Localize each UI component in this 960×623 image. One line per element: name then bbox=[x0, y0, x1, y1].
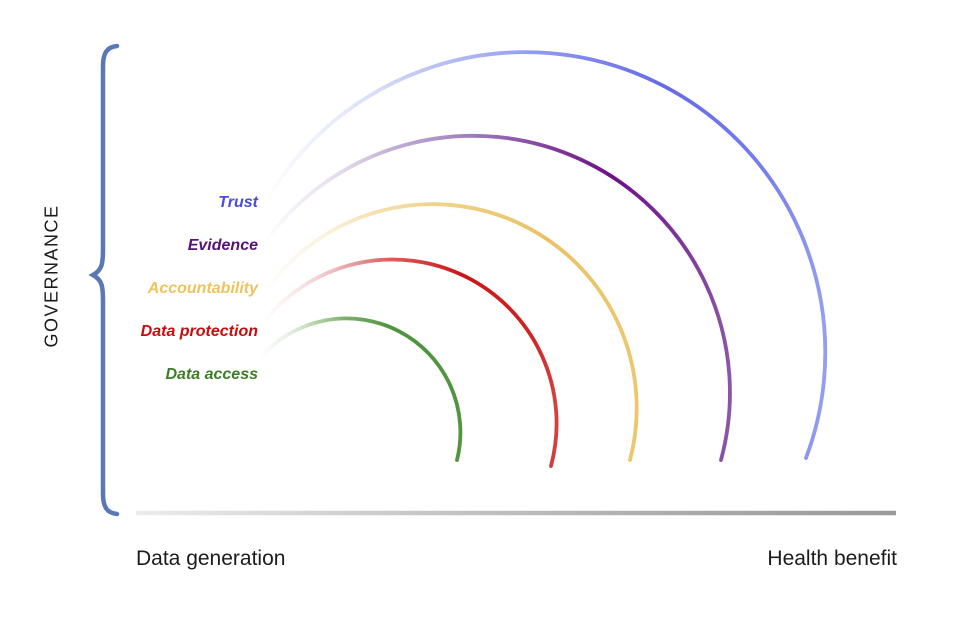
governance-axis-label: GOVERNANCE bbox=[41, 204, 62, 348]
arc-evidence bbox=[260, 133, 732, 462]
axis-label-data-generation: Data generation bbox=[136, 547, 286, 570]
arc-label-evidence: Evidence bbox=[187, 237, 258, 254]
arc-label-trust: Trust bbox=[218, 194, 258, 211]
arc-label-accountability: Accountability bbox=[147, 280, 258, 297]
arc-accountability bbox=[263, 202, 639, 462]
arc-trust bbox=[263, 50, 828, 460]
arc-label-data-access: Data access bbox=[165, 366, 258, 383]
arc-data-access bbox=[258, 316, 463, 462]
arc-data-protection bbox=[261, 257, 559, 468]
governance-brace-icon bbox=[88, 43, 120, 517]
axis-label-health-benefit: Health benefit bbox=[767, 547, 897, 570]
arc-label-data-protection: Data protection bbox=[140, 323, 258, 340]
